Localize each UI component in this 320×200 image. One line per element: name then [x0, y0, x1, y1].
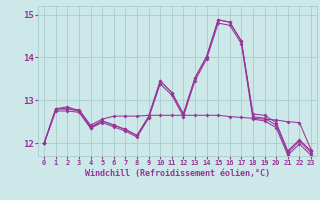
X-axis label: Windchill (Refroidissement éolien,°C): Windchill (Refroidissement éolien,°C) — [85, 169, 270, 178]
